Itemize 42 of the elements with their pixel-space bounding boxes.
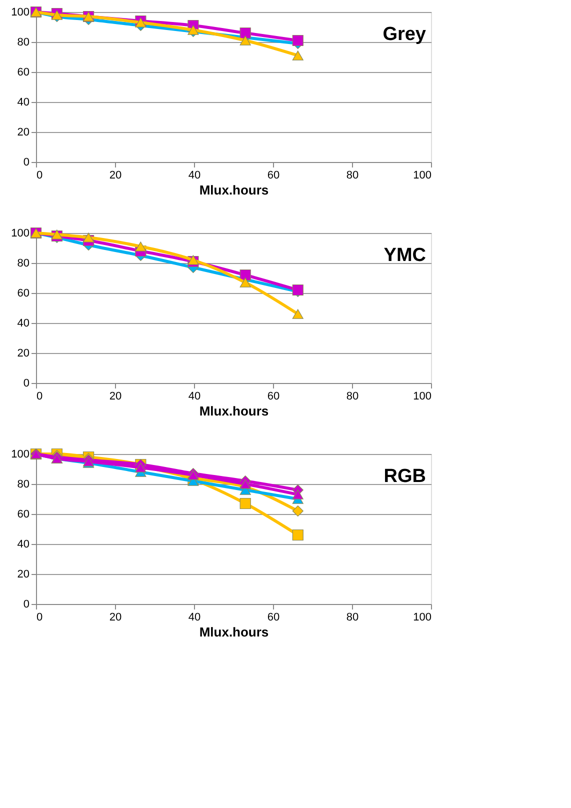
x-tick-label: 60: [267, 612, 280, 624]
y-tick-label: 60: [17, 288, 30, 300]
y-tick-label: 60: [17, 508, 30, 520]
x-axis-title: Mlux.hours: [199, 404, 269, 418]
y-tick-label: 60: [17, 66, 30, 78]
x-tick-label: 20: [109, 390, 122, 402]
y-tick-label: 100: [11, 6, 30, 18]
y-tick-label: 100: [11, 448, 30, 460]
x-tick-label: 20: [109, 170, 122, 182]
text: Grey: [382, 24, 426, 45]
y-tick-label: 80: [17, 36, 30, 48]
x-tick-label: 80: [346, 612, 359, 624]
x-tick-label: 60: [267, 170, 280, 182]
x-tick-label: 100: [413, 170, 432, 182]
x-tick-label: 100: [413, 612, 432, 624]
x-tick-label: 100: [413, 390, 432, 402]
y-tick-label: 40: [17, 538, 30, 550]
text: RGB: [384, 466, 426, 487]
x-tick-label: 80: [346, 390, 359, 402]
y-tick-label: 0: [23, 156, 30, 168]
x-axis-title: Mlux.hours: [199, 624, 269, 640]
y-tick-label: 20: [17, 568, 30, 580]
y-tick-label: 20: [17, 126, 30, 138]
y-tick-label: 100: [11, 228, 30, 240]
y-tick-label: 40: [17, 318, 30, 330]
x-tick-label: 60: [267, 390, 280, 402]
y-tick-label: 20: [17, 348, 30, 360]
x-tick-label: 20: [109, 612, 122, 624]
x-tick-label: 80: [346, 170, 359, 182]
x-tick-label: 40: [188, 170, 201, 182]
x-tick-label: 0: [36, 390, 43, 402]
x-tick-label: 0: [36, 170, 43, 182]
x-axis-title: Mlux.hours: [199, 182, 269, 198]
y-tick-label: 80: [17, 478, 30, 490]
x-tick-label: 40: [188, 390, 201, 402]
y-tick-label: 40: [17, 96, 30, 108]
x-tick-label: 0: [36, 612, 43, 624]
y-tick-label: 0: [23, 378, 30, 390]
y-tick-label: 0: [23, 598, 30, 610]
text: YMC: [384, 245, 426, 266]
y-tick-label: 80: [17, 258, 30, 270]
x-tick-label: 40: [188, 612, 201, 624]
